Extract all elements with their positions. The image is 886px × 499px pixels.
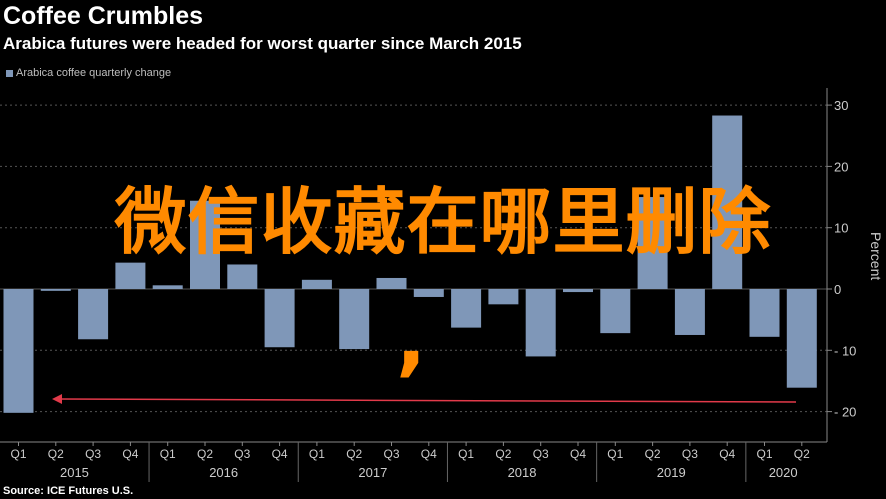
bar xyxy=(413,289,444,297)
bar xyxy=(376,277,407,289)
year-label: 2018 xyxy=(508,465,537,480)
bar xyxy=(786,289,817,388)
bar xyxy=(3,289,34,413)
bar xyxy=(301,279,332,289)
year-label: 2017 xyxy=(358,465,387,480)
y-tick-label: - 10 xyxy=(834,343,856,358)
x-tick-label: Q3 xyxy=(234,447,250,461)
bar xyxy=(712,115,743,289)
legend-label: Arabica coffee quarterly change xyxy=(16,67,172,79)
bar xyxy=(40,289,71,291)
red-arrow-annotation xyxy=(52,394,797,404)
bars xyxy=(3,115,817,413)
chart-title: Coffee Crumbles xyxy=(3,2,204,30)
overlay-watermark-comma: , xyxy=(396,292,427,385)
y-tick-label: 30 xyxy=(834,98,848,113)
x-tick-label: Q4 xyxy=(122,447,138,461)
bar xyxy=(115,262,146,289)
x-tick-label: Q3 xyxy=(85,447,101,461)
overlay-watermark-text: 微信收藏在哪里删除 xyxy=(114,180,772,264)
bar xyxy=(637,197,668,289)
legend-swatch xyxy=(6,69,13,77)
bar xyxy=(190,200,220,289)
bar xyxy=(264,289,295,348)
x-tick-label: Q3 xyxy=(533,447,549,461)
x-tick-label: Q1 xyxy=(160,447,176,461)
x-tick-label: Q1 xyxy=(458,447,474,461)
year-label: 2020 xyxy=(769,465,798,480)
bar xyxy=(488,289,519,305)
x-tick-label: Q1 xyxy=(10,447,26,461)
bar xyxy=(525,289,556,357)
bar xyxy=(152,285,183,289)
x-tick-label: Q3 xyxy=(682,447,698,461)
x-tick-label: Q2 xyxy=(794,447,810,461)
bar xyxy=(563,289,593,293)
y-tick-label: 10 xyxy=(834,221,848,236)
legend: Arabica coffee quarterly change xyxy=(6,67,171,79)
x-tick-labels: Q1 Q2 Q3 Q4 Q1 Q2 Q3 Q4 Q1 Q2 Q3 Q4 Q1 Q2 Q3 Q4 Q1 Q2 Q3 Q4… xyxy=(10,442,810,482)
x-tick-label: Q2 xyxy=(645,447,661,461)
x-tick-label: Q3 xyxy=(383,447,399,461)
year-label: 2015 xyxy=(60,465,89,480)
arrow-line xyxy=(57,398,797,403)
x-tick-label: Q1 xyxy=(756,447,772,461)
year-label: 2016 xyxy=(209,465,238,480)
y-tick-label: 20 xyxy=(834,159,848,174)
year-label: 2019 xyxy=(657,465,686,480)
x-tick-label: Q4 xyxy=(272,447,288,461)
y-tick-label: 0 xyxy=(834,282,841,297)
x-tick-label: Q2 xyxy=(346,447,362,461)
x-tick-label: Q4 xyxy=(421,447,437,461)
x-tick-label: Q4 xyxy=(570,447,586,461)
x-tick-label: Q2 xyxy=(495,447,511,461)
chart-subtitle: Arabica futures were headed for worst qu… xyxy=(3,34,522,53)
x-tick-label: Q2 xyxy=(197,447,213,461)
axis xyxy=(0,88,832,443)
x-tick-label: Q4 xyxy=(719,447,735,461)
bar xyxy=(674,289,705,335)
arrow-head xyxy=(52,394,62,404)
bar xyxy=(749,289,780,337)
bar xyxy=(78,289,109,340)
bar xyxy=(227,264,258,289)
source-note: Source: ICE Futures U.S. xyxy=(3,485,134,497)
y-tick-label: - 20 xyxy=(834,405,856,420)
bar xyxy=(339,289,370,350)
bar xyxy=(600,289,631,334)
x-tick-label: Q1 xyxy=(607,447,623,461)
x-tick-label: Q1 xyxy=(309,447,325,461)
bar xyxy=(451,289,482,328)
y-tick-labels: 30 20 10 0 - 10 - 20 xyxy=(834,98,856,420)
x-tick-label: Q2 xyxy=(48,447,64,461)
y-axis-label: Percent xyxy=(868,232,884,280)
